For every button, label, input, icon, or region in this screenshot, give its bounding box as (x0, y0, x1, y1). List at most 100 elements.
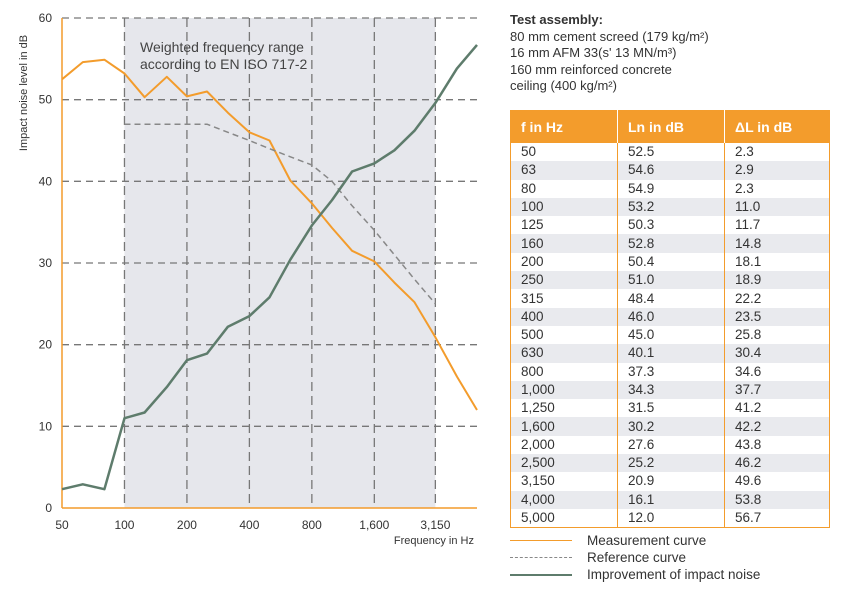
table-row: 160 52.8 14.8 (510, 234, 830, 253)
measurement-curve (61, 58, 478, 411)
legend-label-measurement: Measurement curve (587, 533, 707, 548)
cell-delta-l: 53.8 (724, 490, 830, 509)
table-row: 50 52.5 2.3 (511, 143, 830, 162)
data-table: f in Hz Ln in dB ΔL in dB 50 52.5 2.3 63 54.… (510, 110, 830, 529)
cell-delta-l: 18.9 (724, 271, 830, 290)
cell-ln: 52.8 (617, 234, 725, 253)
table-row: 1,600 30.2 42.2 (510, 417, 830, 436)
band-annotation: Weighted frequency range according to EN … (140, 39, 308, 72)
legend-item-improvement: Improvement of impact noise (510, 566, 760, 583)
cell-frequency: 250 (510, 271, 618, 290)
legend-label-improvement: Improvement of impact noise (587, 567, 761, 582)
assembly-line: 160 mm reinforced concrete (510, 61, 672, 77)
y-tick-label: 20 (39, 338, 53, 352)
cell-delta-l: 2.3 (724, 143, 830, 162)
x-tick-label: 1,600 (359, 518, 389, 532)
assembly-title: Test assembly: (510, 12, 603, 27)
table-row: 630 40.1 30.4 (510, 344, 830, 363)
cell-delta-l: 11.7 (724, 216, 830, 235)
table-body: 50 52.5 2.3 63 54.6 2.9 80 54.9 2.3 100 53.2 11.0 12… (510, 143, 830, 528)
cell-frequency: 160 (510, 234, 618, 253)
cell-frequency: 800 (521, 363, 544, 379)
cell-delta-l: 25.8 (724, 325, 830, 345)
table-row: 80 54.9 2.3 (511, 179, 830, 198)
cell-delta-l: 2.3 (724, 179, 830, 198)
cell-delta-l: 42.2 (724, 417, 830, 436)
cell-frequency: 100 (510, 197, 618, 217)
cell-delta-l: 14.8 (724, 234, 830, 253)
reference-swatch (510, 557, 572, 558)
table-row: 250 51.0 18.9 (510, 271, 830, 290)
improvement-swatch (510, 573, 572, 576)
improvement-curve (61, 44, 478, 491)
cell-delta-l: 41.2 (724, 399, 830, 418)
cell-ln: 34.3 (617, 380, 725, 400)
table-row: 400 46.0 23.5 (510, 307, 830, 326)
x-axis-label: Frequency in Hz (394, 535, 474, 547)
assembly-line: 16 mm AFM 33(s' 13 MN/m³) (510, 45, 677, 60)
table-row: 3,150 20.9 49.6 (511, 472, 830, 491)
y-tick-label: 60 (39, 11, 53, 25)
y-axis-label: Impact noise level in dB (18, 35, 30, 151)
cell-frequency: 1,250 (521, 400, 555, 416)
header-delta-l: ΔL in dB (724, 110, 830, 143)
cell-ln: 12.0 (617, 508, 725, 528)
cell-ln: 16.1 (617, 490, 725, 509)
y-tick-label: 30 (39, 256, 53, 270)
legend-label-reference: Reference curve (587, 550, 687, 565)
y-tick-label: 50 (39, 93, 53, 107)
cell-frequency: 315 (521, 290, 544, 306)
cell-delta-l: 11.0 (724, 197, 830, 217)
cell-delta-l: 49.6 (724, 472, 830, 491)
cell-ln: 50.3 (617, 216, 725, 235)
cell-ln: 54.6 (617, 161, 725, 180)
table-row: 2,500 25.2 46.2 (510, 454, 830, 473)
cell-delta-l: 23.5 (724, 307, 830, 326)
cell-ln: 31.5 (617, 399, 725, 418)
cell-frequency: 63 (510, 161, 618, 180)
cell-delta-l: 30.4 (724, 344, 830, 363)
x-tick-label: 100 (114, 518, 134, 532)
header-ln: Ln in dB (617, 110, 725, 143)
table-row: 500 45.0 25.8 (511, 325, 830, 345)
table-row: 5,000 12.0 56.7 (511, 508, 830, 528)
cell-ln: 48.4 (617, 289, 725, 308)
cell-frequency: 1,000 (510, 380, 618, 400)
measurement-swatch (510, 540, 572, 541)
cell-ln: 51.0 (617, 271, 725, 290)
cell-delta-l: 46.2 (724, 454, 830, 473)
y-tick-label: 40 (39, 174, 53, 188)
table-row: 4,000 16.1 53.8 (510, 490, 830, 509)
cell-ln: 54.9 (617, 179, 725, 198)
cell-frequency: 5,000 (521, 510, 555, 526)
table-row: 1,250 31.5 41.2 (511, 399, 830, 418)
cell-ln: 46.0 (617, 307, 725, 326)
cell-frequency: 1,600 (510, 417, 618, 436)
cell-frequency: 200 (521, 253, 544, 269)
table-row: 315 48.4 22.2 (511, 289, 830, 308)
cell-ln: 20.9 (617, 472, 725, 491)
x-tick-label: 200 (177, 518, 197, 532)
table-row: 100 53.2 11.0 (510, 197, 830, 217)
cell-delta-l: 2.9 (724, 161, 830, 180)
cell-delta-l: 18.1 (724, 252, 830, 272)
x-tick-label: 50 (55, 518, 69, 532)
cell-frequency: 400 (510, 307, 618, 326)
table-header-row: f in Hz Ln in dB ΔL in dB (510, 110, 830, 143)
cell-ln: 53.2 (617, 197, 725, 217)
x-tick-label: 400 (239, 518, 259, 532)
cell-frequency: 500 (521, 327, 544, 343)
legend-item-measurement: Measurement curve (510, 532, 760, 549)
cell-frequency: 4,000 (510, 490, 618, 509)
legend-item-reference: Reference curve (510, 549, 760, 566)
table-row: 800 37.3 34.6 (511, 362, 830, 381)
cell-ln: 25.2 (617, 454, 725, 473)
header-frequency: f in Hz (510, 110, 618, 143)
table-row: 1,000 34.3 37.7 (510, 380, 830, 400)
band-annotation-line: Weighted frequency range (140, 39, 304, 55)
cell-ln: 40.1 (617, 344, 725, 363)
cell-ln: 45.0 (617, 325, 725, 345)
x-tick-label: 3,150 (420, 518, 450, 532)
cell-delta-l: 34.6 (724, 362, 830, 381)
table-row: 63 54.6 2.9 (510, 161, 830, 180)
